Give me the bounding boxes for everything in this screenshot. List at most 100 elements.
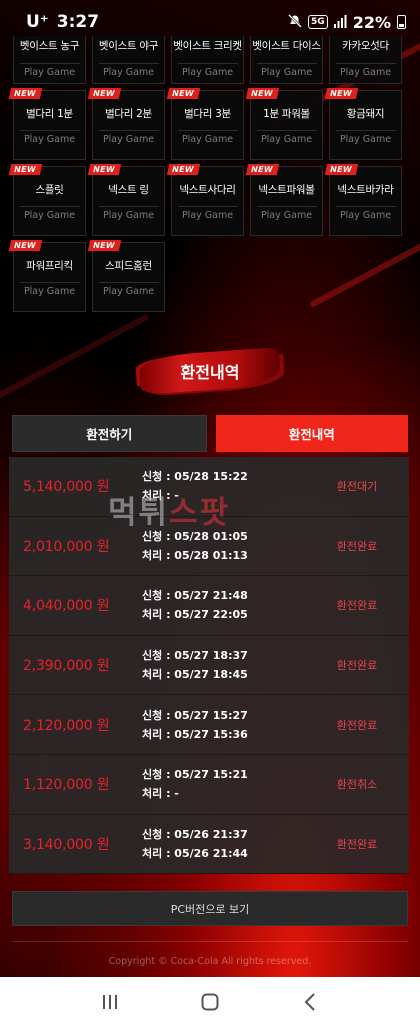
withdraw-status: 환전완료 — [336, 599, 378, 613]
new-badge: NEW — [324, 88, 359, 99]
play-game-link[interactable]: Play Game — [256, 205, 317, 221]
home-button[interactable] — [190, 982, 230, 1022]
footer-divider — [12, 941, 408, 943]
request-time: 신청 : 05/27 18:37 — [142, 649, 248, 663]
tab-withdraw[interactable]: 환전하기 — [12, 415, 207, 452]
game-name: 별다리 2분 — [105, 107, 152, 120]
play-game-link[interactable]: Play Game — [98, 281, 159, 297]
new-badge: NEW — [87, 240, 122, 251]
game-name: 벳이스트 야구 — [98, 40, 159, 52]
game-card[interactable]: NEW 넥스트 링 Play Game — [87, 164, 165, 236]
game-card[interactable]: NEW 별다리 1분 Play Game — [8, 88, 86, 160]
withdraw-amount: 1,120,000 원 — [23, 777, 110, 794]
game-name: 별다리 3분 — [184, 107, 231, 120]
withdraw-amount: 2,390,000 원 — [23, 658, 110, 675]
play-game-link[interactable]: Play Game — [19, 129, 80, 145]
history-row[interactable]: 1,120,000 원 신청 : 05/27 15:21 처리 : - 환전취소 — [9, 755, 409, 815]
withdraw-status: 환전완료 — [336, 539, 378, 553]
network-badge: 5G — [308, 15, 328, 29]
withdraw-status: 환전취소 — [336, 778, 378, 792]
play-game-link[interactable]: Play Game — [335, 205, 396, 221]
withdraw-amount: 5,140,000 원 — [23, 479, 110, 496]
new-badge: NEW — [87, 164, 122, 175]
history-row[interactable]: 4,040,000 원 신청 : 05/27 21:48 처리 : 05/27 22… — [9, 576, 409, 636]
battery-icon — [397, 15, 406, 29]
play-game-link[interactable]: Play Game — [19, 63, 80, 78]
game-card[interactable]: 벳이스트 크리켓 Play Game — [171, 36, 244, 84]
new-badge: NEW — [245, 164, 280, 175]
back-button[interactable] — [290, 982, 330, 1022]
game-card[interactable]: NEW 황금돼지 Play Game — [324, 88, 402, 160]
history-row[interactable]: 2,390,000 원 신청 : 05/27 18:37 처리 : 05/27 18… — [9, 636, 409, 696]
play-game-link[interactable]: Play Game — [335, 63, 396, 78]
process-time: 처리 : 05/26 21:44 — [142, 846, 248, 860]
withdraw-dates: 신청 : 05/28 01:05 처리 : 05/28 01:13 — [142, 527, 319, 565]
game-name: 벳이스트 크리켓 — [173, 40, 242, 52]
play-game-link[interactable]: Play Game — [335, 129, 396, 145]
new-badge: NEW — [166, 164, 201, 175]
play-game-link[interactable]: Play Game — [98, 205, 159, 221]
request-time: 신청 : 05/28 01:05 — [142, 529, 248, 543]
game-card[interactable]: NEW 넥스트사다리 Play Game — [166, 164, 244, 236]
request-time: 신청 : 05/28 15:22 — [142, 470, 248, 484]
home-icon — [201, 993, 219, 1011]
game-card[interactable]: NEW 스플릿 Play Game — [8, 164, 86, 236]
withdraw-dates: 신청 : 05/27 15:27 처리 : 05/27 15:36 — [142, 706, 319, 744]
withdraw-status: 환전완료 — [336, 837, 378, 851]
withdraw-status: 환전완료 — [336, 718, 378, 732]
request-time: 신청 : 05/26 21:37 — [142, 827, 248, 841]
withdraw-amount: 4,040,000 원 — [23, 598, 110, 615]
game-name: 넥스트사다리 — [179, 183, 236, 196]
withdraw-amount: 3,140,000 원 — [23, 836, 110, 853]
play-game-link[interactable]: Play Game — [256, 63, 317, 78]
play-game-link[interactable]: Play Game — [256, 129, 317, 145]
clock: 3:27 — [56, 12, 100, 32]
tab-bar: 환전하기 환전내역 — [0, 415, 420, 452]
history-row[interactable]: 5,140,000 원 신청 : 05/28 15:22 처리 : - 환전대기 — [9, 457, 409, 517]
game-name: 1분 파워볼 — [263, 107, 310, 120]
play-game-link[interactable]: Play Game — [177, 205, 238, 221]
withdraw-dates: 신청 : 05/27 15:21 처리 : - — [142, 765, 319, 803]
game-card[interactable]: 벳이스트 다이스 Play Game — [250, 36, 323, 84]
game-name: 넥스트파워볼 — [258, 183, 315, 196]
game-card[interactable]: NEW 넥스트파워볼 Play Game — [245, 164, 323, 236]
history-row[interactable]: 2,010,000 원 신청 : 05/28 01:05 처리 : 05/28 01… — [9, 517, 409, 577]
process-time: 처리 : 05/27 22:05 — [142, 608, 248, 622]
play-game-link[interactable]: Play Game — [98, 129, 159, 145]
game-card[interactable]: 벳이스트 농구 Play Game — [13, 36, 86, 84]
carrier-label: U⁺ — [26, 12, 49, 32]
play-game-link[interactable]: Play Game — [177, 129, 238, 145]
game-card[interactable]: NEW 별다리 3분 Play Game — [166, 88, 244, 160]
status-bar: U⁺ 3:27 5G 22% — [0, 0, 420, 44]
recent-apps-button[interactable] — [90, 982, 130, 1022]
play-game-link[interactable]: Play Game — [177, 63, 238, 78]
tab-history[interactable]: 환전내역 — [215, 415, 408, 452]
pc-version-button[interactable]: PC버전으로 보기 — [12, 891, 408, 927]
play-game-link[interactable]: Play Game — [19, 205, 80, 221]
play-game-link[interactable]: Play Game — [19, 281, 80, 297]
game-name: 넥스트바카라 — [337, 183, 394, 196]
game-name: 황금돼지 — [346, 107, 385, 120]
game-card[interactable]: NEW 넥스트바카라 Play Game — [324, 164, 402, 236]
play-game-link[interactable]: Play Game — [98, 63, 159, 78]
game-name: 별다리 1분 — [26, 107, 73, 120]
history-row[interactable]: 2,120,000 원 신청 : 05/27 15:27 처리 : 05/27 15… — [9, 695, 409, 755]
game-card[interactable]: NEW 별다리 2분 Play Game — [87, 88, 165, 160]
withdraw-amount: 2,120,000 원 — [23, 717, 110, 734]
process-time: 처리 : 05/28 01:13 — [142, 548, 248, 562]
game-card[interactable]: NEW 파워프리킥 Play Game — [8, 240, 86, 312]
game-card[interactable]: NEW 1분 파워볼 Play Game — [245, 88, 323, 160]
game-card[interactable]: 카카오섯다 Play Game — [329, 36, 402, 84]
section-title-text: 환전내역 — [180, 363, 240, 382]
game-grid: 벳이스트 농구 Play Game 벳이스트 야구 Play Game 벳이스트 크리켓… — [0, 36, 420, 312]
game-card[interactable]: 벳이스트 야구 Play Game — [92, 36, 165, 84]
game-card[interactable]: NEW 스피드홈런 Play Game — [87, 240, 165, 312]
signal-icon — [333, 13, 347, 32]
copyright-text: Copyright © Coca-Cola All rights reserve… — [108, 956, 312, 968]
withdraw-dates: 신청 : 05/26 21:37 처리 : 05/26 21:44 — [142, 825, 319, 863]
new-badge: NEW — [324, 164, 359, 175]
withdraw-dates: 신청 : 05/27 21:48 처리 : 05/27 22:05 — [142, 586, 319, 624]
system-nav-bar — [0, 977, 420, 1027]
history-row[interactable]: 3,140,000 원 신청 : 05/26 21:37 처리 : 05/26 21… — [9, 815, 409, 875]
new-badge: NEW — [8, 240, 43, 251]
